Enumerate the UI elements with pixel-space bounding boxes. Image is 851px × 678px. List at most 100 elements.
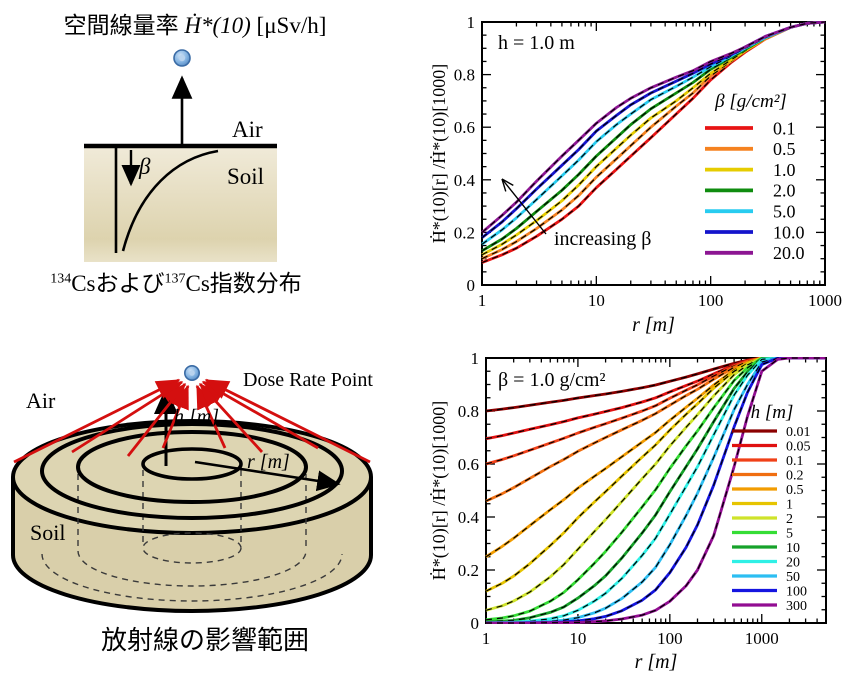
legend-label-10.0: 10.0 — [773, 222, 805, 242]
plot-frame — [481, 21, 826, 286]
x-axis-label: r [m] — [632, 314, 675, 336]
x-tick-label: 1000 — [745, 629, 779, 648]
legend-label-2: 2 — [786, 512, 793, 527]
air-label: Air — [26, 388, 56, 413]
soil-label: Soil — [227, 164, 264, 189]
legend-label-0.5: 0.5 — [773, 139, 796, 159]
extra-annotation-text: increasing β — [554, 228, 651, 250]
legend-label-20: 20 — [786, 555, 800, 570]
y-tick-label: 0.8 — [458, 402, 479, 421]
x-tick-label: 100 — [698, 291, 724, 310]
annotation-arrow — [501, 178, 547, 235]
legend-label-0.1: 0.1 — [773, 118, 796, 138]
x-tick-label: 100 — [657, 629, 683, 648]
legend-title: h [m] — [751, 402, 794, 423]
series-curves — [481, 21, 826, 264]
x-tick-label: 1 — [482, 629, 491, 648]
profile-diagram: Air Soil β — [84, 49, 277, 262]
legend-label-1: 1 — [786, 497, 793, 512]
source-rings — [40, 422, 344, 520]
y-tick-label: 0.8 — [454, 66, 475, 85]
hidden-projection-lines — [41, 470, 343, 602]
curve-fit-20.0 — [481, 21, 826, 233]
y-tick-label: 0.4 — [454, 171, 476, 190]
legend: β [g/cm²] 0.10.51.02.05.010.020.0 — [705, 91, 805, 263]
exponential-profile-curve — [121, 149, 219, 252]
increasing-beta-annotation: increasing β — [501, 178, 651, 250]
curve-fit-300 — [486, 357, 826, 624]
dose-rate-point-label: Dose Rate Point — [243, 369, 373, 391]
profile-title-jp: 空間線量率 — [63, 13, 185, 38]
legend-label-5.0: 5.0 — [773, 202, 796, 222]
x-tick-label: 10 — [588, 291, 605, 310]
geometry-caption: 放射線の影響範囲 — [100, 626, 309, 655]
legend-label-0.1: 0.1 — [786, 454, 804, 469]
legend-label-5: 5 — [786, 526, 793, 541]
soil-label: Soil — [30, 520, 65, 545]
height-chart-root: 1 10 100 1000 0 0.2 0.4 0.6 0.8 1 h [m] 0.010.050.1… — [429, 349, 827, 673]
x-tick-label: 1000 — [808, 291, 842, 310]
radius-arrow — [194, 460, 341, 492]
radius-label: r [m] — [247, 451, 290, 473]
profile-title-math: Ḣ*(10) — [184, 13, 251, 38]
legend-label-300: 300 — [786, 599, 807, 614]
legend-title: β [g/cm²] — [714, 91, 787, 112]
y-tick-label: 0.2 — [458, 561, 479, 580]
legend-label-0.05: 0.05 — [786, 439, 811, 454]
legend-label-20.0: 20.0 — [773, 243, 805, 263]
dose-point-core-icon — [189, 370, 195, 376]
profile-caption: 134Csおよび137Cs指数分布 — [2, 264, 350, 298]
curve-fit-10 — [485, 357, 826, 623]
legend-label-100: 100 — [786, 584, 807, 599]
annotation-arrowhead — [501, 178, 514, 187]
y-tick-label: 0 — [471, 614, 480, 633]
curve-fit-10.0 — [481, 21, 826, 239]
y-tick-label: 1 — [467, 13, 476, 32]
tick-labels: 1 10 100 1000 0 0.2 0.4 0.6 0.8 1 — [454, 13, 842, 310]
legend-label-10: 10 — [786, 541, 800, 556]
profile-caption-text1: Csおよび — [71, 271, 165, 296]
legend-label-0.2: 0.2 — [786, 468, 804, 483]
curve-fit-2 — [485, 357, 826, 611]
y-axis-label: Ḣ*(10)[r] /Ḣ*(10)[1000] — [429, 401, 450, 580]
x-axis-label: r [m] — [635, 651, 678, 673]
plot-annotation: h = 1.0 m — [498, 32, 575, 54]
legend-label-0.5: 0.5 — [786, 483, 804, 498]
plot-frame — [485, 357, 827, 624]
cs134-superscript: 134 — [50, 271, 72, 287]
y-tick-label: 0.6 — [454, 118, 475, 137]
legend-label-0.01: 0.01 — [786, 425, 811, 440]
radiation-arrows — [13, 378, 371, 464]
profile-title-units: [μSv/h] — [250, 13, 327, 38]
x-tick-label: 1 — [478, 291, 487, 310]
legend-label-50: 50 — [786, 570, 800, 585]
legend-label-2.0: 2.0 — [773, 181, 796, 201]
legend-label-1.0: 1.0 — [773, 160, 796, 180]
y-tick-label: 1 — [471, 349, 480, 368]
curve-fit-0.2 — [485, 357, 826, 502]
profile-title: 空間線量率 Ḣ*(10) [μSv/h] — [20, 6, 370, 40]
y-tick-label: 0.2 — [454, 223, 475, 242]
profile-caption-text2: Cs指数分布 — [185, 271, 302, 296]
series-curves — [485, 357, 826, 624]
soil-cylinder-top — [11, 419, 373, 535]
y-tick-label: 0.6 — [458, 455, 479, 474]
height-dependence-chart: 1 10 100 1000 0 0.2 0.4 0.6 0.8 1 h [m] 0.010.050.1… — [429, 349, 827, 673]
y-tick-label: 0 — [467, 276, 476, 295]
cs137-superscript: 137 — [164, 271, 186, 287]
curve-2 — [485, 357, 826, 612]
x-tick-label: 10 — [569, 629, 586, 648]
y-axis-label: Ḣ*(10)[r] /Ḣ*(10)[1000] — [429, 64, 450, 243]
y-tick-label: 0.4 — [458, 508, 480, 527]
air-label: Air — [232, 117, 263, 142]
annotation-arrowhead — [501, 178, 507, 192]
curve-fit-20 — [485, 357, 826, 624]
curve-fit-0.05 — [485, 357, 826, 440]
dose-point-core-icon — [178, 54, 186, 62]
geometry-diagram: Dose Rate Point Air Soil h [m] r [m] — [11, 364, 373, 613]
tick-labels: 1 10 100 1000 0 0.2 0.4 0.6 0.8 1 — [458, 349, 779, 648]
